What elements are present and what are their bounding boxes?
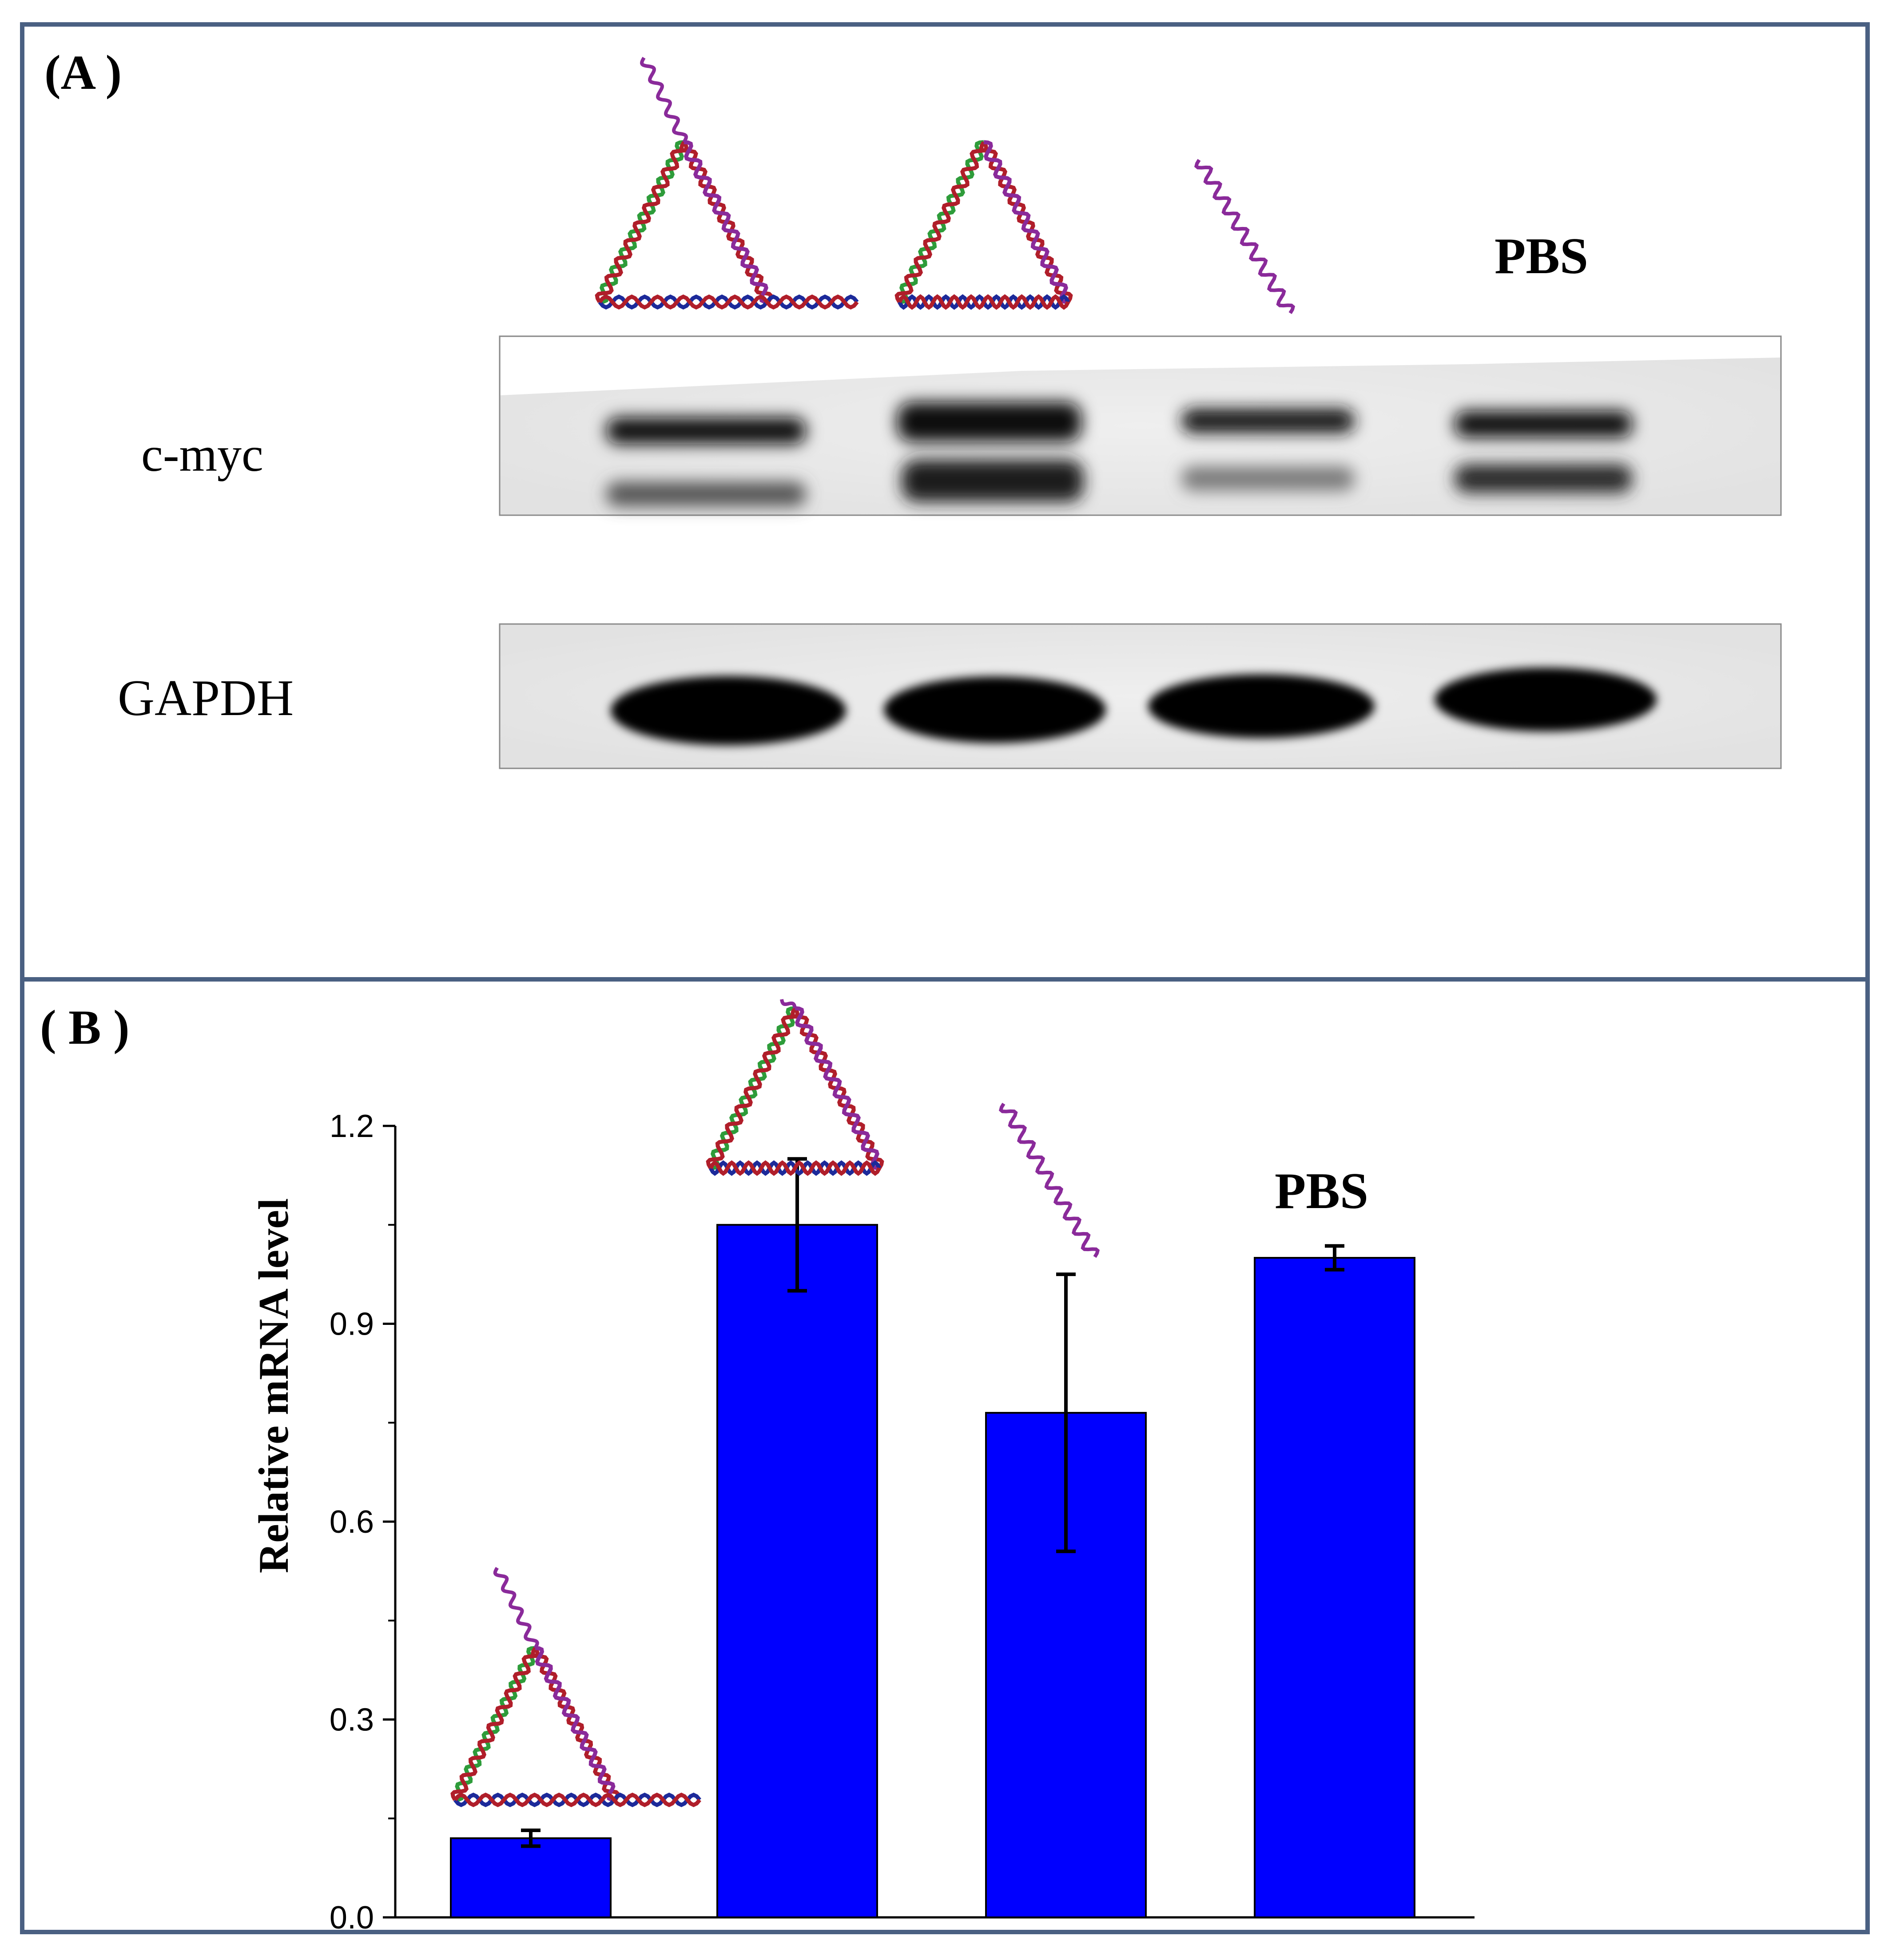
bar <box>716 1224 878 1918</box>
panel-b-frame <box>20 977 1870 1934</box>
chart-ticks: 0.0 0.3 0.6 0.9 1.2 <box>330 1109 395 1936</box>
error-bar <box>1056 1272 1076 1553</box>
y-tick-label: 0.3 <box>330 1702 374 1738</box>
c-myc-band-upper <box>1455 411 1632 437</box>
bar4-pbs-label: PBS <box>1275 1163 1368 1219</box>
y-tick-label: 0.9 <box>330 1307 374 1342</box>
panel-b-label: ( B ) <box>40 1000 130 1054</box>
lane3-single-strand-icon <box>1194 159 1296 314</box>
c-myc-band-upper <box>897 402 1081 442</box>
c-myc-blot <box>499 335 1782 516</box>
y-axis-label: Relative mRNA level <box>250 1198 297 1573</box>
error-bar <box>1325 1244 1344 1272</box>
panel-a-label: (A ) <box>44 45 122 99</box>
c-myc-label: c-myc <box>141 427 263 481</box>
bar1-triangle-with-tail-icon <box>450 1566 701 1807</box>
gapdh-label: GAPDH <box>118 670 294 726</box>
gapdh-band <box>1435 668 1657 732</box>
c-myc-band-lower <box>1455 464 1632 493</box>
c-myc-band-lower <box>606 482 806 506</box>
lane2-triangle-icon <box>894 140 1073 310</box>
c-myc-band-upper <box>606 417 806 444</box>
gapdh-band <box>611 676 846 745</box>
y-tick-label: 0.6 <box>330 1504 374 1540</box>
bar3-single-strand-icon <box>998 1102 1100 1258</box>
c-myc-band-upper <box>1181 409 1355 433</box>
y-tick-label: 1.2 <box>330 1109 374 1144</box>
chart-error-bars <box>521 1157 1344 1848</box>
bar <box>1254 1257 1415 1918</box>
bar <box>450 1837 612 1918</box>
c-myc-band-lower <box>1181 466 1355 491</box>
bar2-triangle-icon <box>706 999 884 1176</box>
gapdh-blot <box>499 623 1782 769</box>
lane4-pbs-label: PBS <box>1495 228 1588 284</box>
bar-chart: 0.0 0.3 0.6 0.9 1.2 <box>330 1109 1475 1936</box>
y-tick-label: 0.0 <box>330 1900 374 1936</box>
gapdh-band <box>1148 674 1375 738</box>
lane1-triangle-with-tail-icon <box>595 56 859 310</box>
error-bar <box>787 1157 807 1293</box>
gapdh-band <box>884 676 1106 743</box>
chart-bars <box>450 1224 1415 1919</box>
c-myc-band-lower <box>902 460 1084 502</box>
error-bar <box>521 1828 541 1848</box>
